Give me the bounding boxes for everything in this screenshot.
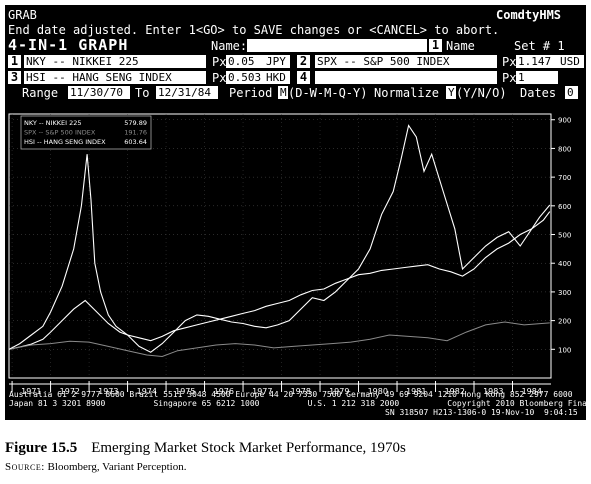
security-2-currency[interactable]: USD xyxy=(558,55,584,68)
figure-caption: Figure 15.5 Emerging Market Stock Market … xyxy=(5,440,406,457)
security-3-currency[interactable]: HKD xyxy=(264,71,290,84)
x-tick-label: 1971 xyxy=(21,387,41,394)
series-line-2 xyxy=(8,321,550,358)
x-tick-label: 1973 xyxy=(98,387,118,394)
security-1-px-label: Px xyxy=(212,55,227,69)
source-text: Bloomberg, Variant Perception. xyxy=(47,461,187,473)
range-start-input[interactable]: 11/30/70 xyxy=(68,86,130,99)
status-message: End date adjusted. Enter 1<GO> to SAVE c… xyxy=(8,23,500,37)
set-label: Set # 1 xyxy=(514,39,565,53)
range-to-label: To xyxy=(135,86,150,100)
y-tick-label: 400 xyxy=(558,260,571,268)
footer-contacts-line-1: Australia 61 2 9777 8600 Brazil 5511 304… xyxy=(9,390,573,399)
x-tick-label: 1972 xyxy=(60,387,80,394)
x-tick-label: 1974 xyxy=(137,387,157,394)
x-tick-label: 1978 xyxy=(291,387,311,394)
x-tick-label: 1984 xyxy=(522,387,542,394)
figure-title: Emerging Market Stock Market Performance… xyxy=(91,440,406,456)
name-button-number[interactable]: 1 xyxy=(429,39,442,52)
figure-label: Figure 15.5 xyxy=(5,440,78,456)
y-tick-label: 800 xyxy=(558,145,571,153)
source-note: Source: Bloomberg, Variant Perception. xyxy=(5,461,186,473)
normalize-options: (Y/N/O) xyxy=(456,86,507,100)
normalize-label: Normalize xyxy=(374,86,440,100)
y-tick-label: 600 xyxy=(558,203,571,211)
x-tick-label: 1982 xyxy=(445,387,465,394)
name-input[interactable] xyxy=(247,39,427,52)
brand-label: ComdtyHMS xyxy=(496,8,562,22)
x-tick-label: 1977 xyxy=(252,387,272,394)
legend-box xyxy=(20,115,152,150)
legend-value-3: 603.64 xyxy=(124,138,147,146)
footer-contacts-line-2: Japan 81 3 3201 8900 Singapore 65 6212 1… xyxy=(9,399,586,408)
name-button-label[interactable]: Name xyxy=(446,39,475,53)
y-tick-label: 300 xyxy=(558,289,571,297)
security-2-number[interactable]: 2 xyxy=(297,55,310,68)
period-input[interactable]: M xyxy=(278,86,288,99)
security-2-px-label: Px xyxy=(502,55,517,69)
x-tick-label: 1976 xyxy=(214,387,234,394)
security-3-ticker[interactable]: HSI -- HANG SENG INDEX xyxy=(24,71,206,84)
security-4-number[interactable]: 4 xyxy=(297,71,310,84)
security-4-ticker[interactable] xyxy=(315,71,497,84)
security-1-ticker[interactable]: NKY -- NIKKEI 225 xyxy=(24,55,206,68)
legend-value-2: 191.76 xyxy=(124,129,147,137)
x-tick-label: 1980 xyxy=(368,387,388,394)
range-end-input[interactable]: 12/31/84 xyxy=(156,86,218,99)
dates-input[interactable]: 0 xyxy=(565,86,578,99)
security-3-px-value[interactable]: 0.503 xyxy=(226,71,264,84)
security-2-px-value[interactable]: 1.147 xyxy=(516,55,558,68)
plot-frame xyxy=(8,113,552,379)
x-tick-label: 1979 xyxy=(329,387,349,394)
dates-label: Dates xyxy=(520,86,557,100)
legend-entry-3: HSI -- HANG SENG INDEX xyxy=(24,138,106,146)
y-tick-label: 100 xyxy=(558,346,571,354)
footer-serial: SN 318507 H213-1306-0 19-Nov-10 9:04:15 xyxy=(385,408,578,417)
y-tick-label: 200 xyxy=(558,318,571,326)
security-1-number[interactable]: 1 xyxy=(8,55,21,68)
security-3-px-label: Px xyxy=(212,71,227,85)
series-line-1 xyxy=(8,211,551,350)
security-4-px-value[interactable]: 1 xyxy=(516,71,558,84)
source-label: Source: xyxy=(5,461,45,473)
security-2-ticker[interactable]: SPX -- S&P 500 INDEX xyxy=(315,55,497,68)
series-line-3 xyxy=(8,124,551,353)
y-tick-label: 700 xyxy=(558,174,571,182)
normalize-input[interactable]: Y xyxy=(446,86,456,99)
name-label: Name: xyxy=(211,39,248,53)
security-3-number[interactable]: 3 xyxy=(8,71,21,84)
chart-svg: 100 200 300 400 500 600 700 800 900 1971 1972 1973 1… xyxy=(8,113,571,394)
y-tick-label: 900 xyxy=(558,117,571,125)
security-1-currency[interactable]: JPY xyxy=(264,55,290,68)
legend-value-1: 579.89 xyxy=(124,119,147,127)
period-options: (D-W-M-Q-Y) xyxy=(288,86,368,100)
period-label: Period xyxy=(229,86,273,100)
security-1-px-value[interactable]: 0.05 xyxy=(226,55,264,68)
x-tick-label: 1981 xyxy=(406,387,426,394)
x-tick-label: 1983 xyxy=(483,387,503,394)
x-tick-label: 1975 xyxy=(175,387,195,394)
terminal-title: GRAB xyxy=(8,8,37,22)
bloomberg-terminal: GRAB ComdtyHMS End date adjusted. Enter … xyxy=(5,5,586,420)
legend-entry-1: NKY -- NIKKEI 225 xyxy=(24,119,82,127)
y-tick-label: 500 xyxy=(558,232,571,240)
range-label: Range xyxy=(22,86,59,100)
legend-entry-2: SPX -- S&P 500 INDEX xyxy=(24,129,96,137)
graph-title: 4-IN-1 GRAPH xyxy=(8,36,129,54)
security-4-px-label: Px xyxy=(502,71,517,85)
